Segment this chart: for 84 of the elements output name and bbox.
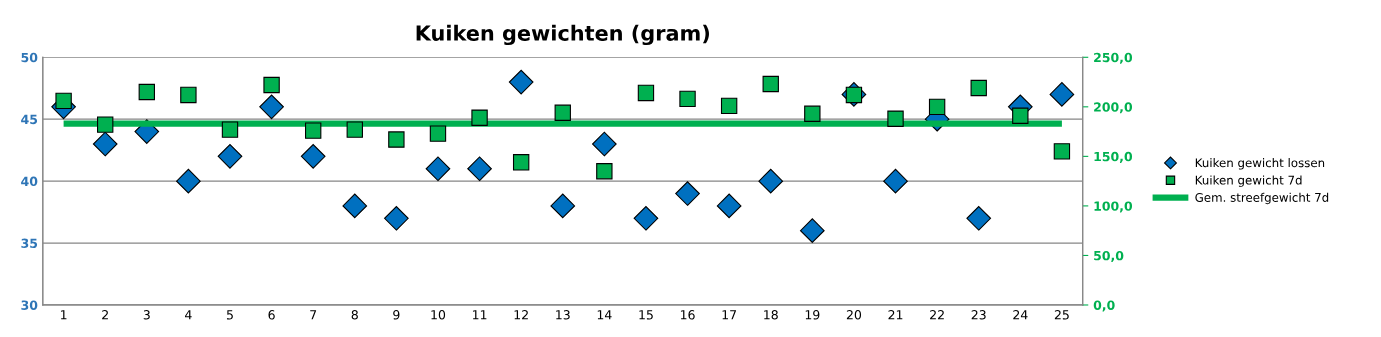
point xyxy=(217,144,243,169)
x-tick-label: 13 xyxy=(556,310,570,320)
x-tick-label: 8 xyxy=(351,310,358,320)
point xyxy=(762,75,779,93)
point xyxy=(180,86,197,104)
x-tick-label: 18 xyxy=(764,310,778,320)
x-tick-label: 6 xyxy=(268,310,275,320)
point xyxy=(554,104,571,121)
y2-tick-label: 250,0 xyxy=(1094,52,1133,64)
point xyxy=(596,163,613,180)
point xyxy=(970,79,987,97)
y-tick-label: 50 xyxy=(21,52,38,63)
point xyxy=(425,156,451,182)
point xyxy=(592,131,617,157)
y-tick-label: 45 xyxy=(21,114,38,125)
point xyxy=(799,218,825,244)
point xyxy=(388,131,405,148)
legend-label: Gem. streefgewicht 7d xyxy=(1195,192,1329,205)
point xyxy=(429,125,447,142)
x-tick-label: 7 xyxy=(310,310,317,320)
point xyxy=(300,144,326,169)
point xyxy=(1049,82,1075,107)
point xyxy=(471,109,488,126)
point xyxy=(304,122,322,139)
point xyxy=(221,121,239,138)
point xyxy=(508,69,534,95)
x-tick-label: 4 xyxy=(185,310,192,320)
legend-label: Kuiken gewicht 7d xyxy=(1195,175,1302,187)
point xyxy=(176,168,201,194)
point xyxy=(550,193,576,219)
x-tick-label: 12 xyxy=(514,310,528,320)
point xyxy=(138,83,155,101)
point xyxy=(1053,143,1071,160)
y2-tick-label: 200,0 xyxy=(1094,102,1133,114)
point xyxy=(675,181,700,206)
point xyxy=(342,193,368,219)
x-tick-label: 16 xyxy=(680,310,695,320)
point xyxy=(263,76,280,94)
x-tick-label: 20 xyxy=(846,310,862,320)
x-tick-label: 2 xyxy=(102,310,108,320)
y-tick-label: 40 xyxy=(21,176,38,187)
x-tick-label: 17 xyxy=(722,310,737,320)
point xyxy=(679,90,696,108)
x-tick-label: 23 xyxy=(971,310,986,320)
point xyxy=(97,116,114,133)
y2-tick-label: 0,0 xyxy=(1093,300,1115,312)
x-tick-label: 9 xyxy=(393,310,400,320)
x-tick-label: 10 xyxy=(431,310,446,320)
y2-tick-label: 150,0 xyxy=(1094,151,1133,163)
point xyxy=(928,98,946,116)
x-tick-label: 21 xyxy=(888,310,903,320)
point xyxy=(384,205,409,231)
x-tick-label: 25 xyxy=(1054,310,1069,320)
x-tick-label: 15 xyxy=(639,310,653,320)
y-tick-label: 30 xyxy=(21,300,38,310)
point xyxy=(633,205,659,231)
point xyxy=(259,94,284,120)
x-tick-label: 19 xyxy=(805,310,820,320)
point xyxy=(758,168,784,194)
point xyxy=(804,105,821,122)
point xyxy=(887,110,904,127)
point xyxy=(467,156,492,182)
point xyxy=(346,121,363,138)
x-tick-label: 11 xyxy=(472,310,487,320)
point xyxy=(883,168,908,194)
point xyxy=(1012,107,1029,124)
x-tick-label: 5 xyxy=(226,310,233,320)
point xyxy=(720,97,738,115)
x-tick-label: 1 xyxy=(61,310,67,320)
point xyxy=(512,154,530,171)
point xyxy=(637,84,655,102)
point xyxy=(92,131,118,157)
point xyxy=(55,92,72,110)
y-tick-label: 35 xyxy=(21,238,38,248)
legend-label: Kuiken gewicht lossen xyxy=(1195,158,1325,170)
chart-title: Kuiken gewichten (gram) xyxy=(416,24,709,46)
y2-tick-label: 100,0 xyxy=(1094,201,1133,213)
x-tick-label: 24 xyxy=(1013,310,1028,320)
x-tick-label: 14 xyxy=(597,310,612,320)
point xyxy=(716,193,742,219)
y2-tick-label: 50,0 xyxy=(1094,250,1124,262)
x-tick-label: 22 xyxy=(930,310,944,320)
point xyxy=(966,205,992,231)
x-tick-label: 3 xyxy=(143,310,150,320)
